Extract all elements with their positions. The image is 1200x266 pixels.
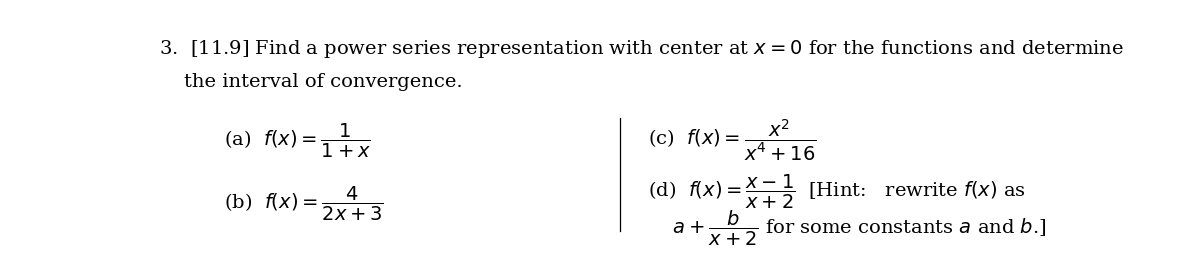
Text: the interval of convergence.: the interval of convergence.: [160, 73, 463, 91]
Text: (c)  $f(x) = \dfrac{x^2}{x^4+16}$: (c) $f(x) = \dfrac{x^2}{x^4+16}$: [648, 118, 816, 163]
Text: (d)  $f(x) = \dfrac{x-1}{x+2}$  [Hint:   rewrite $f(x)$ as: (d) $f(x) = \dfrac{x-1}{x+2}$ [Hint: rew…: [648, 173, 1026, 211]
Text: $a + \dfrac{b}{x+2}$ for some constants $a$ and $b$.]: $a + \dfrac{b}{x+2}$ for some constants …: [648, 209, 1046, 248]
Text: (b)  $f(x) = \dfrac{4}{2x+3}$: (b) $f(x) = \dfrac{4}{2x+3}$: [224, 185, 384, 223]
Text: (a)  $f(x) = \dfrac{1}{1+x}$: (a) $f(x) = \dfrac{1}{1+x}$: [224, 122, 371, 160]
Text: 3.  [11.9] Find a power series representation with center at $x = 0$ for the fun: 3. [11.9] Find a power series representa…: [160, 38, 1124, 60]
